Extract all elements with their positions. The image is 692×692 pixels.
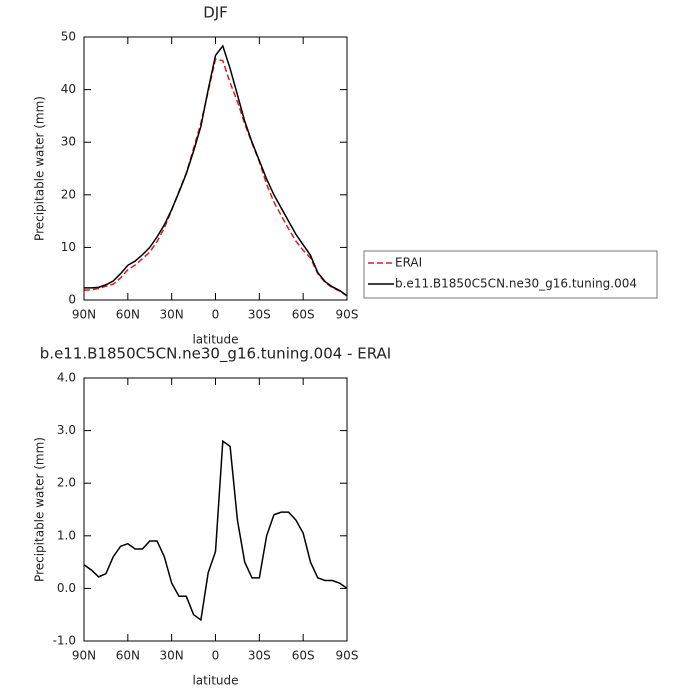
x-tick-label: 30N [160, 649, 184, 663]
legend-label: b.e11.B1850C5CN.ne30_g16.tuning.004 [395, 277, 637, 291]
y-tick-label: 30 [61, 135, 76, 149]
x-axis-label: latitude [192, 333, 238, 347]
y-axis-label: Precipitable water (mm) [33, 437, 47, 582]
y-tick-label: 4.0 [57, 371, 76, 385]
y-tick-label: 20 [61, 187, 76, 201]
y-axis-label: Precipitable water (mm) [33, 96, 47, 241]
data-line [84, 44, 348, 297]
x-tick-label: 0 [212, 649, 220, 663]
x-tick-label: 30N [160, 308, 184, 322]
y-tick-label: 0 [68, 293, 76, 307]
x-tick-label: 60N [116, 649, 140, 663]
data-line [83, 439, 348, 622]
x-tick-label: 90S [336, 308, 359, 322]
y-tick-label: 1.0 [57, 528, 76, 542]
plot-frame [83, 377, 348, 642]
y-tick-label: 10 [61, 240, 76, 254]
x-tick-label: 90N [72, 649, 96, 663]
y-tick-label: 2.0 [57, 476, 76, 490]
data-line [83, 58, 348, 297]
x-tick-label: 90N [72, 308, 96, 322]
x-tick-label: 60S [292, 649, 315, 663]
y-tick-label: 0.0 [57, 581, 76, 595]
x-tick-label: 0 [212, 308, 220, 322]
chart-title: DJF [203, 4, 228, 22]
y-tick-label: -1.0 [53, 634, 76, 648]
x-tick-label: 60N [116, 308, 140, 322]
x-tick-label: 30S [248, 308, 271, 322]
y-tick-label: 3.0 [57, 423, 76, 437]
plot-frame [83, 36, 348, 301]
y-tick-label: 40 [61, 82, 76, 96]
x-axis-label: latitude [192, 674, 238, 688]
chart-title: b.e11.B1850C5CN.ne30_g16.tuning.004 - ER… [40, 345, 391, 364]
x-tick-label: 60S [292, 308, 315, 322]
x-tick-label: 30S [248, 649, 271, 663]
x-tick-label: 90S [336, 649, 359, 663]
y-tick-label: 50 [61, 30, 76, 44]
legend-label: ERAI [395, 256, 422, 270]
legend-box [363, 250, 658, 299]
